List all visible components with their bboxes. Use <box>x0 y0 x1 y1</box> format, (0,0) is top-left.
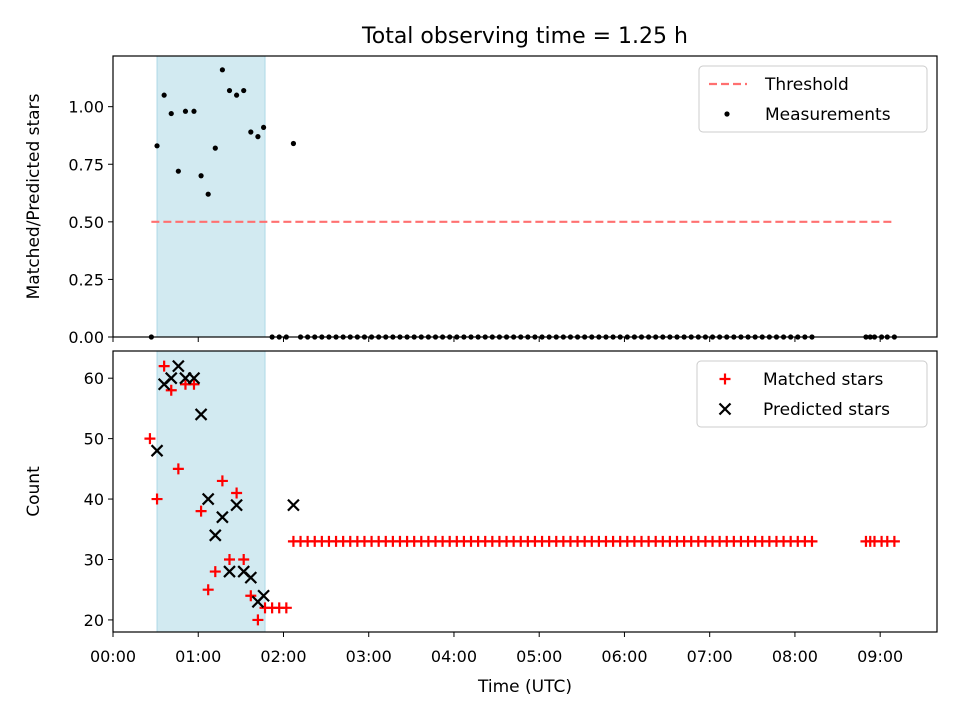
x-marker <box>230 498 243 512</box>
x-axis-label: Time (UTC) <box>477 677 572 697</box>
plus-marker <box>806 535 818 547</box>
observing-time-span <box>156 56 266 337</box>
x-tick-label: 00:00 <box>90 647 136 666</box>
x-marker <box>172 359 185 373</box>
plus-marker <box>165 384 177 396</box>
y-axis-label: Matched/Predicted stars <box>24 93 44 299</box>
data-point <box>260 124 267 131</box>
x-tick-label: 01:00 <box>175 647 221 666</box>
x-marker <box>223 565 236 578</box>
plus-marker <box>151 493 163 505</box>
data-point <box>182 108 189 114</box>
legend-label: Predicted stars <box>763 400 890 420</box>
data-point <box>212 145 218 151</box>
y-tick-label: 0.75 <box>68 155 104 174</box>
data-point <box>226 87 233 94</box>
x-tick-label: 04:00 <box>431 647 477 666</box>
data-point <box>191 108 197 114</box>
plot-area <box>156 351 266 632</box>
data-point <box>168 110 174 117</box>
series-matched-stars <box>144 360 900 626</box>
figure-title: Total observing time = 1.25 h <box>361 24 688 49</box>
plus-marker <box>216 475 228 487</box>
x-marker <box>150 444 164 457</box>
data-point <box>161 92 167 98</box>
data-point <box>290 140 297 147</box>
series-layer <box>144 359 900 626</box>
x-tick-label: 07:00 <box>687 647 733 666</box>
legend-box <box>698 65 928 133</box>
series-predicted-stars <box>150 359 300 609</box>
observing-time-span <box>156 351 266 632</box>
x-tick-label: 09:00 <box>857 647 903 666</box>
y-tick-label: 0.00 <box>68 328 104 347</box>
data-point <box>219 67 225 73</box>
legend-label: Threshold <box>764 75 849 95</box>
plus-marker <box>158 360 170 372</box>
legend-box <box>696 360 928 428</box>
plus-marker <box>252 614 264 626</box>
legend-label: Measurements <box>765 105 891 125</box>
top-panel-ratio-plot: 0.00 0.25 0.50 0.75 1.00 Matched/Predicted st… <box>24 55 938 347</box>
x-marker <box>164 371 178 385</box>
x-tick-label: 03:00 <box>346 647 392 666</box>
legend-label: Matched stars <box>763 370 883 390</box>
plus-marker <box>172 463 184 475</box>
plus-marker <box>202 584 214 596</box>
legend: Threshold Measurements <box>698 65 928 133</box>
data-point <box>175 168 181 174</box>
x-marker <box>201 492 215 506</box>
plus-marker <box>195 505 207 517</box>
x-marker <box>257 589 270 603</box>
plus-marker <box>223 553 235 565</box>
data-point <box>234 92 240 98</box>
y-tick-label: 1.00 <box>68 98 104 117</box>
data-point <box>255 134 261 140</box>
axes-frame <box>112 350 938 633</box>
bottom-panel-count-plot: 20 30 40 50 60 00:00 01:00 02:00 03:00 04:00 05:00… <box>24 350 938 697</box>
plus-marker <box>231 487 243 499</box>
plus-marker <box>209 566 221 578</box>
x-marker <box>209 529 222 542</box>
plus-marker <box>144 433 156 445</box>
legend-dot-swatch <box>724 111 730 117</box>
plus-marker <box>888 535 900 547</box>
x-tick-label: 02:00 <box>260 647 306 666</box>
x-marker <box>216 510 229 524</box>
x-tick-label: 06:00 <box>601 647 647 666</box>
y-tick-label: 0.50 <box>68 213 104 232</box>
y-tick-label: 40 <box>84 490 104 509</box>
data-point <box>198 173 204 179</box>
y-tick-label: 60 <box>84 369 104 388</box>
y-tick-label: 30 <box>84 550 104 569</box>
y-axis-label: Count <box>24 466 44 517</box>
plot-area <box>151 56 895 337</box>
legend-x-swatch <box>718 402 732 416</box>
x-marker <box>287 498 300 512</box>
data-point <box>154 143 160 149</box>
x-marker <box>187 371 201 385</box>
data-point <box>248 129 254 135</box>
y-tick-label: 20 <box>84 611 104 630</box>
x-tick-label: 05:00 <box>516 647 562 666</box>
legend-plus-swatch <box>719 373 731 385</box>
data-point <box>205 191 211 197</box>
x-tick-label: 08:00 <box>772 647 818 666</box>
y-tick-label: 0.25 <box>68 270 104 289</box>
plus-marker <box>280 602 292 614</box>
axes-frame <box>112 55 938 338</box>
x-marker <box>194 408 208 421</box>
plus-marker <box>245 590 257 602</box>
x-marker <box>244 571 258 584</box>
data-point <box>241 87 247 94</box>
y-tick-label: 50 <box>84 430 104 449</box>
plus-marker <box>238 553 250 565</box>
legend: Matched stars Predicted stars <box>696 360 928 428</box>
